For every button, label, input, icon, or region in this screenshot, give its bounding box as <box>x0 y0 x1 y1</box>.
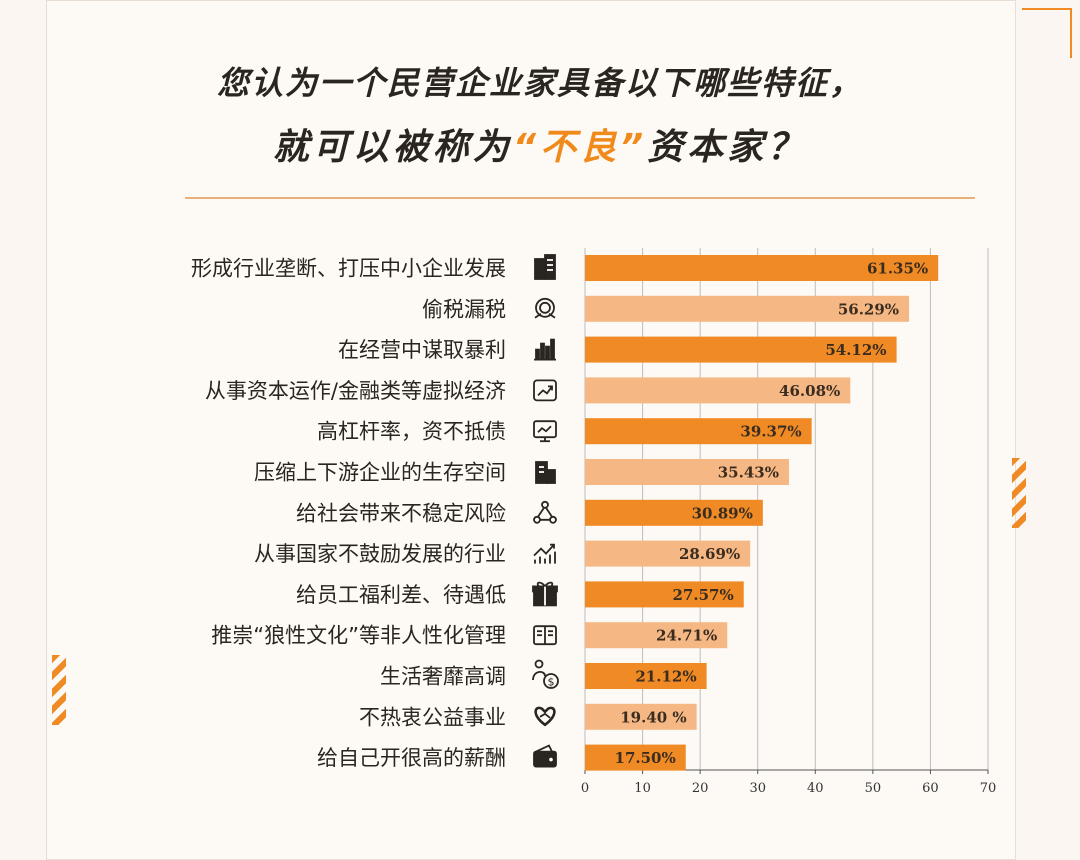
category-label: 给自己开很高的薪酬 <box>317 746 506 770</box>
category-label: 生活奢靡高调 <box>380 665 506 689</box>
bar <box>585 459 789 485</box>
stripe-decoration-right <box>1012 458 1026 528</box>
category-label: 推崇“狼性文化”等非人性化管理 <box>211 624 506 648</box>
x-tick-label: 10 <box>634 781 651 796</box>
card-background <box>46 0 1016 860</box>
category-label: 给社会带来不稳定风险 <box>296 501 506 525</box>
svg-text:$: $ <box>548 676 555 689</box>
bar-value-label: 27.57% <box>672 586 733 604</box>
category-label: 压缩上下游企业的生存空间 <box>254 461 506 485</box>
buildings-icon <box>534 254 556 280</box>
bar-value-label: 46.08% <box>779 382 840 400</box>
heart-hand-icon <box>534 706 556 727</box>
bar-value-label: 17.50% <box>615 749 676 767</box>
title-line-2-suffix: 资本家？ <box>647 127 808 168</box>
bar <box>585 377 851 404</box>
title-line-1: 您认为一个民营企业家具备以下哪些特征， <box>216 64 863 102</box>
trend-up-icon <box>533 379 557 402</box>
bar <box>585 499 763 526</box>
wallet-icon <box>533 744 557 768</box>
gift-icon <box>532 581 558 607</box>
x-tick-label: 0 <box>581 781 589 796</box>
growth-chart-icon <box>533 543 556 564</box>
bar-value-label: 19.40 % <box>620 708 686 726</box>
category-label: 从事资本运作/金融类等虚拟经济 <box>205 379 506 403</box>
bar-value-label: 30.89% <box>692 504 753 522</box>
bar-value-label: 56.29% <box>838 300 899 318</box>
title-highlight: “不良” <box>512 127 648 168</box>
title-divider <box>185 197 975 199</box>
x-tick-label: 20 <box>692 781 709 796</box>
bar-value-label: 35.43% <box>718 464 779 482</box>
network-icon <box>533 500 557 524</box>
x-tick-label: 50 <box>865 781 882 796</box>
bar <box>585 418 812 445</box>
bar-value-label: 54.12% <box>825 341 886 359</box>
bar-chart-icon <box>534 338 556 361</box>
bar <box>585 622 728 649</box>
monitor-chart-icon <box>533 420 557 443</box>
category-label: 形成行业垄断、打压中小企业发展 <box>191 257 506 281</box>
bar <box>585 581 744 608</box>
person-money-icon: $ <box>532 659 559 689</box>
category-label: 在经营中谋取暴利 <box>338 338 506 362</box>
corner-decoration <box>1022 8 1072 58</box>
x-tick-label: 40 <box>807 781 824 796</box>
x-tick-label: 30 <box>749 781 766 796</box>
bar <box>585 295 910 322</box>
bar-value-label: 21.12% <box>635 668 696 686</box>
title-line-2: 就可以被称为“不良”资本家？ <box>0 118 1080 170</box>
bar <box>585 540 751 567</box>
bar-value-label: 28.69% <box>679 545 740 563</box>
category-label: 不热衷公益事业 <box>359 705 506 729</box>
category-label: 给员工福利差、待遇低 <box>296 583 506 607</box>
bar <box>585 703 697 730</box>
bar <box>585 255 939 281</box>
stripe-decoration-left <box>52 655 66 725</box>
bar <box>585 744 686 771</box>
bar-value-label: 61.35% <box>867 260 928 278</box>
bar-value-label: 39.37% <box>740 423 801 441</box>
bar <box>585 336 897 363</box>
book-icon <box>533 625 557 646</box>
tax-icon <box>534 297 556 319</box>
title-line-2-prefix: 就可以被称为 <box>272 127 513 168</box>
bar-value-label: 24.71% <box>656 627 717 645</box>
category-label: 从事国家不鼓励发展的行业 <box>254 542 506 566</box>
category-label: 高杠杆率，资不抵债 <box>317 420 506 444</box>
office-icon <box>535 461 556 484</box>
x-tick-label: 70 <box>980 781 997 796</box>
x-tick-label: 60 <box>922 781 939 796</box>
category-label: 偷税漏税 <box>422 297 506 321</box>
bar <box>585 663 707 689</box>
